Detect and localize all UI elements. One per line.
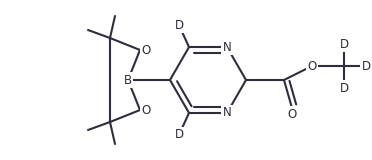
Text: D: D	[339, 37, 349, 51]
Text: D: D	[362, 60, 371, 72]
Text: O: O	[307, 60, 317, 72]
Text: O: O	[141, 44, 151, 56]
Text: D: D	[174, 19, 183, 32]
Text: B: B	[124, 73, 132, 87]
Text: D: D	[174, 128, 183, 141]
Text: N: N	[222, 106, 231, 119]
Text: O: O	[288, 108, 296, 120]
Text: N: N	[222, 41, 231, 54]
Text: D: D	[339, 81, 349, 95]
Text: O: O	[141, 104, 151, 116]
